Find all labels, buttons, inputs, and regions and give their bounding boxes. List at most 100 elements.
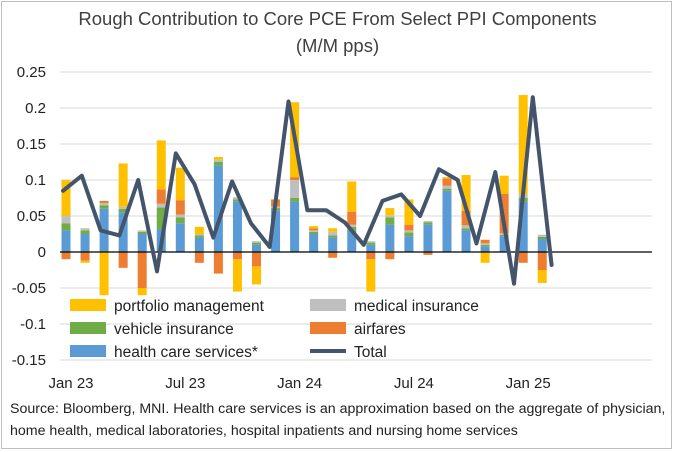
legend-swatch xyxy=(70,299,106,311)
bar-segment xyxy=(232,259,242,292)
bar-segment xyxy=(404,224,414,231)
bar-segment xyxy=(99,205,109,209)
source-note: Source: Bloomberg, MNI. Health care serv… xyxy=(10,401,666,439)
bar-segment xyxy=(480,252,490,263)
chart-title: Rough Contribution to Core PCE From Sele… xyxy=(78,8,597,29)
bar-segment xyxy=(252,242,261,245)
y-tick-label: -0.15 xyxy=(12,352,46,369)
bar-segment xyxy=(290,180,300,198)
bar-segment xyxy=(385,215,395,218)
bar-segment xyxy=(80,252,90,261)
bar-segment xyxy=(423,224,433,252)
bar-segment xyxy=(61,216,71,224)
y-tick-label: -0.05 xyxy=(12,280,46,297)
bar-segment xyxy=(271,210,281,252)
bar-segment xyxy=(442,188,452,191)
bar-segment xyxy=(99,200,109,204)
bar-segment xyxy=(499,236,509,252)
x-axis-ticks: Jan 23 Jul 23 Jan 24 Jul 24 Jan 25 xyxy=(48,375,550,392)
bar-segment xyxy=(328,235,338,238)
legend-swatch xyxy=(310,322,346,334)
bar-segment xyxy=(252,266,261,285)
bar-segment xyxy=(61,230,71,252)
bar-segment xyxy=(537,252,547,270)
bar-segment xyxy=(194,235,204,238)
bar-segment xyxy=(80,234,90,252)
bar-segment xyxy=(232,201,242,252)
y-axis-ticks: 0.25 0.2 0.15 0.1 0.05 0 -0.05 -0.1 -0.15 xyxy=(12,64,46,369)
bar-segment xyxy=(385,224,395,252)
y-tick-label: 0.1 xyxy=(25,172,46,189)
bar-segment xyxy=(232,197,242,200)
legend-label: health care services* xyxy=(114,344,258,361)
bar-segment xyxy=(366,241,376,243)
bar-segment xyxy=(309,226,319,229)
bar-segment xyxy=(537,270,547,283)
bar-segment xyxy=(61,223,71,231)
bar-segment xyxy=(137,252,147,288)
bar-segment xyxy=(309,234,319,252)
bar-segment xyxy=(61,252,71,260)
y-tick-label: 0.2 xyxy=(25,100,46,117)
bar-segment xyxy=(213,165,223,252)
bar-segment xyxy=(442,177,452,179)
bar-segment xyxy=(480,239,490,244)
bar-segment xyxy=(156,207,166,229)
legend-label: Total xyxy=(354,344,387,361)
legend-swatch xyxy=(310,299,346,311)
bar-segment xyxy=(461,225,471,229)
bar-segment xyxy=(461,210,471,226)
bar-segment xyxy=(537,236,547,240)
bar-segment xyxy=(366,252,376,260)
bar-segment xyxy=(194,252,204,263)
bar-segment xyxy=(80,260,90,263)
legend-label: vehicle insurance xyxy=(114,321,234,338)
bar-segment xyxy=(99,252,109,296)
legend-label: portfolio management xyxy=(114,298,265,315)
y-tick-label: 0 xyxy=(38,244,46,261)
bar-segment xyxy=(213,159,223,162)
total-line-group xyxy=(61,95,554,286)
bar-segment xyxy=(290,198,300,202)
bar-segment xyxy=(404,199,414,225)
legend-swatch xyxy=(70,345,106,357)
bar-segment xyxy=(213,156,223,160)
bar-segment xyxy=(423,221,433,223)
bar-segment xyxy=(385,217,395,225)
bar-segment xyxy=(328,237,338,252)
bar-segment xyxy=(194,237,204,252)
bar-segment xyxy=(347,224,357,227)
x-tick-label: Jan 25 xyxy=(506,375,551,392)
bar-segment xyxy=(309,231,319,234)
bar-segment xyxy=(385,252,395,260)
bar-segment xyxy=(252,244,261,252)
bar-segment xyxy=(99,203,109,206)
bar-segment xyxy=(442,190,452,252)
bar-segment xyxy=(347,181,357,212)
bar-segment xyxy=(61,180,71,216)
bar-segment xyxy=(175,200,185,215)
x-tick-label: Jul 23 xyxy=(165,375,205,392)
y-tick-label: -0.1 xyxy=(20,316,46,333)
bar-segment xyxy=(118,212,128,252)
bar-segment xyxy=(118,206,128,209)
bar-segment xyxy=(461,228,471,231)
bar-segment xyxy=(461,230,471,252)
y-tick-label: 0.05 xyxy=(17,208,46,225)
bar-segment xyxy=(118,163,128,207)
bar-segment xyxy=(518,95,528,195)
legend-label: airfares xyxy=(354,321,406,338)
bar-segment xyxy=(480,244,490,247)
bar-segment xyxy=(328,231,338,236)
bar-segment xyxy=(423,222,433,225)
bar-segment xyxy=(423,252,433,255)
legend-swatch xyxy=(70,322,106,334)
bar-segment xyxy=(252,241,261,243)
bar-segment xyxy=(328,228,338,232)
bar-segment xyxy=(175,214,185,218)
bar-segment xyxy=(290,177,300,180)
bar-segment xyxy=(175,217,185,224)
bar-segment xyxy=(137,288,147,296)
